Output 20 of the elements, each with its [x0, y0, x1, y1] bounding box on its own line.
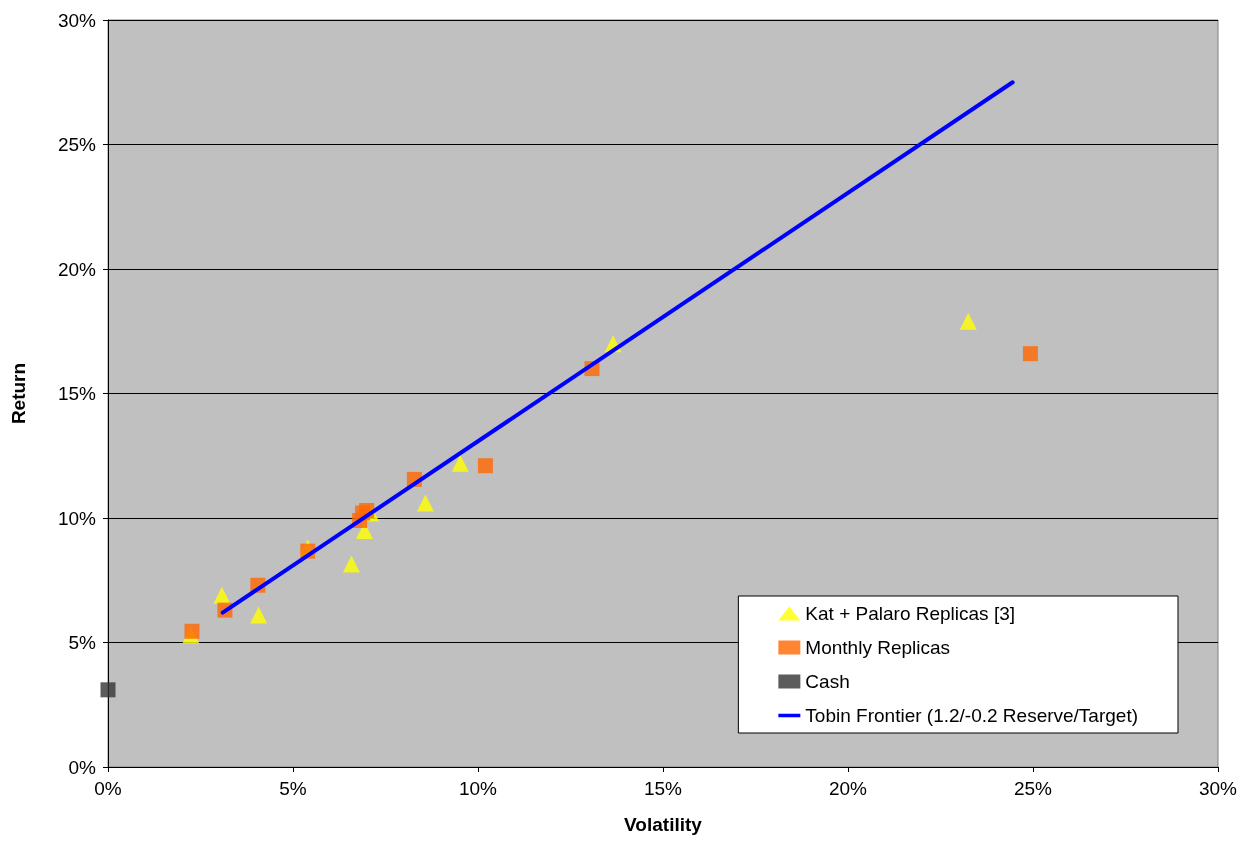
y-axis-title: Return [8, 362, 29, 425]
y-tick-label: 5% [68, 632, 97, 653]
y-tick-label: 25% [57, 134, 97, 155]
x-tick-label: 30% [1198, 778, 1238, 799]
x-tick-label: 25% [1013, 778, 1053, 799]
x-tick-label: 15% [643, 778, 683, 799]
legend-label: Tobin Frontier (1.2/-0.2 Reserve/Target) [805, 705, 1138, 726]
x-axis-title: Volatility [624, 814, 703, 835]
y-tick-label: 15% [57, 383, 97, 404]
legend-label: Monthly Replicas [805, 637, 951, 658]
x-tick-label: 20% [828, 778, 868, 799]
x-tick-label: 0% [94, 778, 122, 799]
y-tick-label: 30% [57, 9, 97, 31]
y-tick-label: 10% [57, 507, 97, 529]
y-tick-label: 0% [68, 756, 97, 778]
x-tick-label: 10% [458, 778, 498, 799]
legend-label: Cash [805, 671, 850, 692]
x-tick-label: 5% [279, 778, 307, 799]
y-tick-label: 20% [57, 258, 97, 280]
legend-label: Kat + Palaro Replicas [3] [805, 603, 1015, 624]
